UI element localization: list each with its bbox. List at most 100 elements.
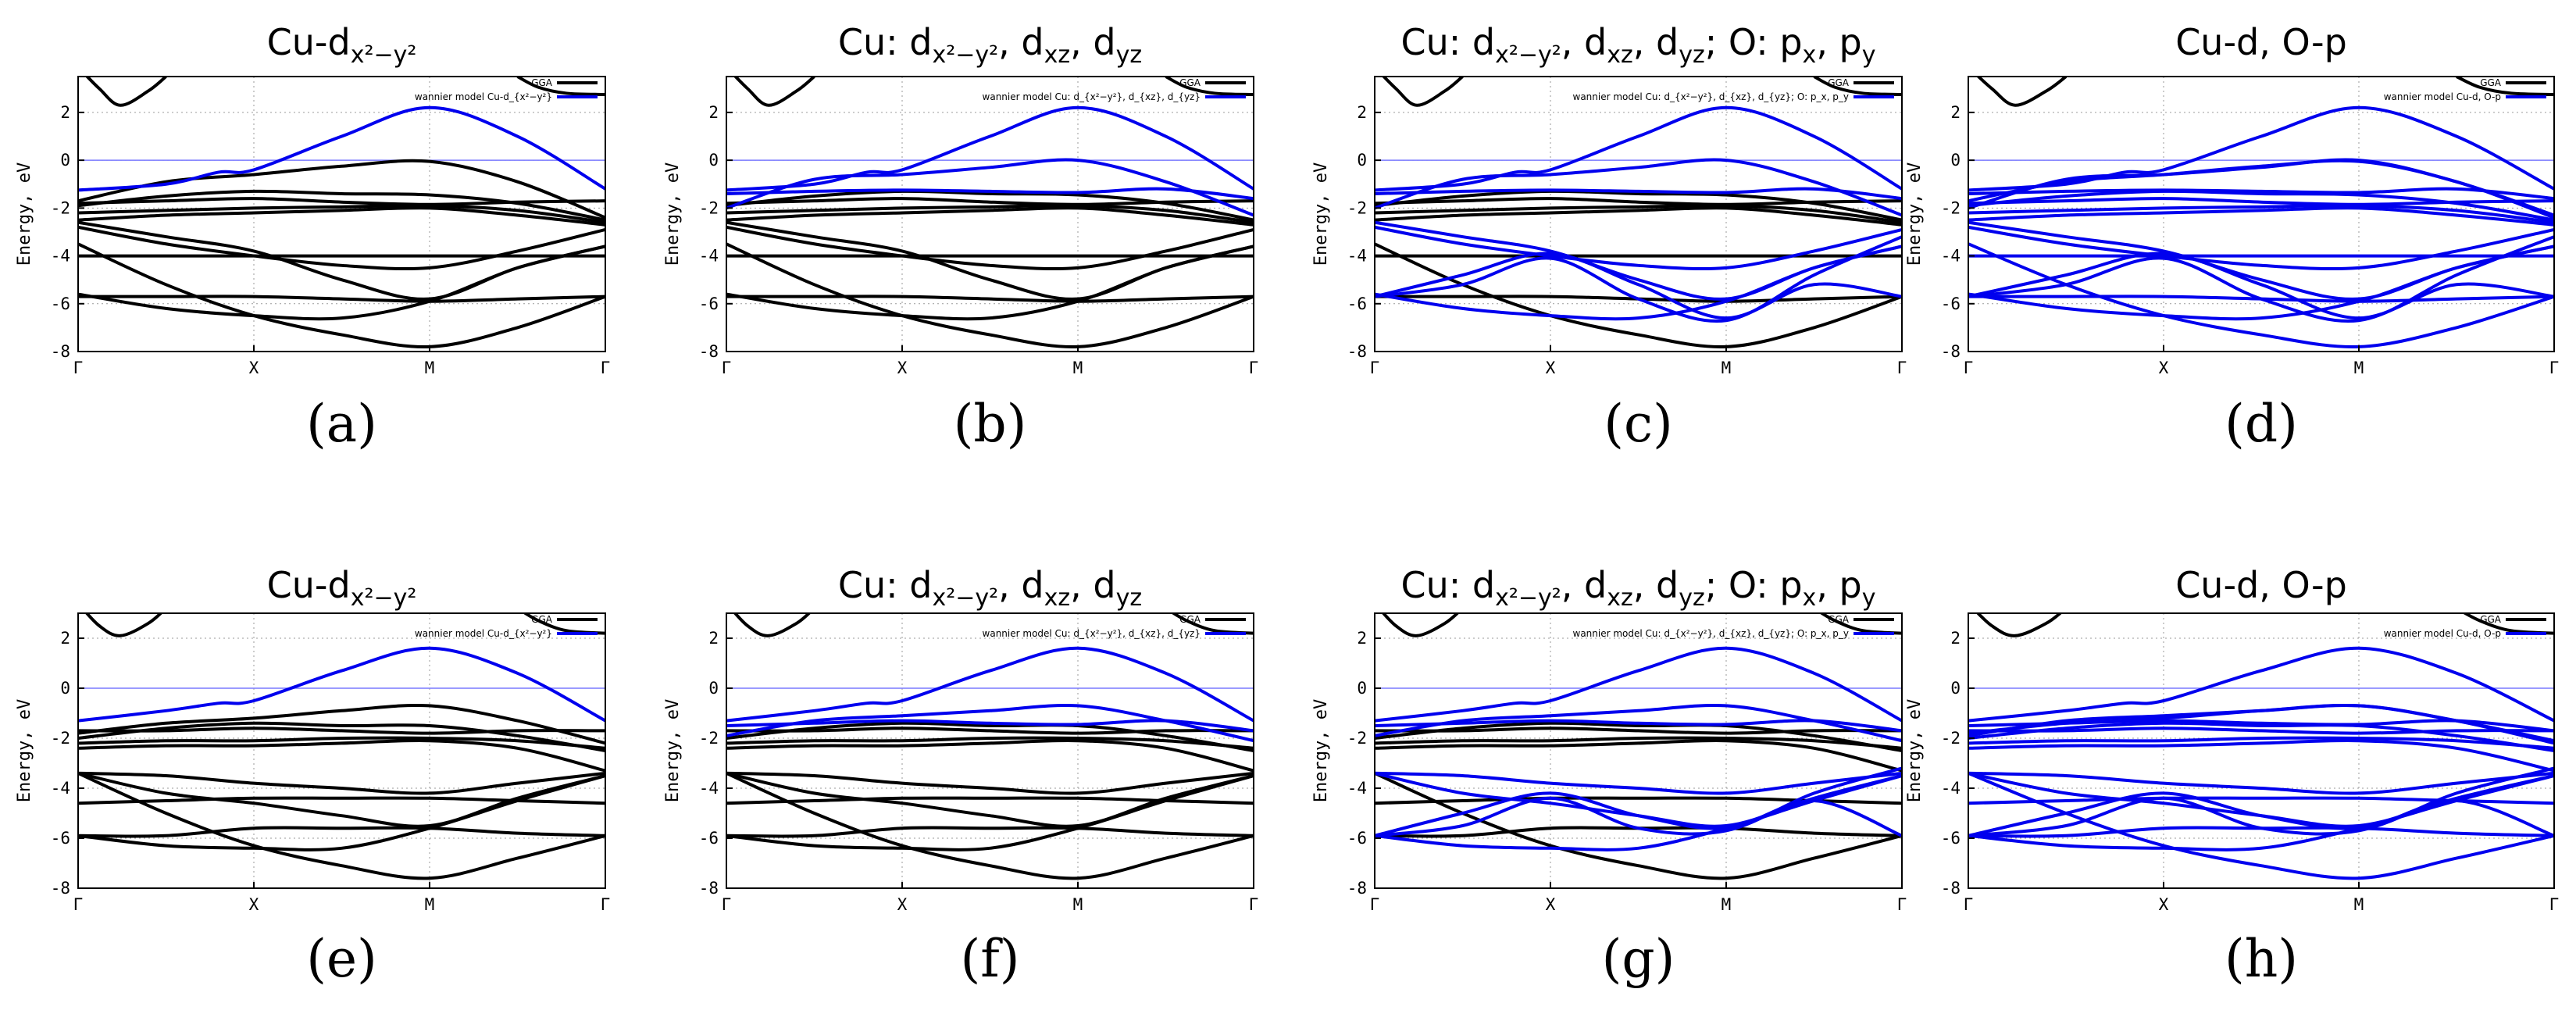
gga-band-line	[733, 77, 815, 107]
gga-band-line	[78, 189, 605, 222]
gga-band-line	[726, 826, 1254, 838]
gga-band-line	[726, 242, 1254, 349]
gga-band-line	[1375, 189, 1902, 222]
y-axis-label: Energy, eV	[1311, 699, 1331, 802]
y-tick-label: 0	[708, 679, 719, 698]
wannier-band-line	[1968, 736, 2554, 750]
panel-title: Cu-dx²−y²	[267, 21, 417, 69]
wannier-band-line	[1968, 738, 2554, 773]
y-tick-label: -2	[1941, 198, 1961, 217]
y-tick-label: -2	[699, 729, 719, 748]
gga-band-line	[78, 771, 605, 828]
x-tick-label: Γ	[722, 895, 732, 914]
x-tick-label: Γ	[2549, 895, 2560, 914]
legend-label-wannier: wannier model Cu: d_{x²−y²}, d_{xz}, d_{…	[983, 628, 1201, 639]
plot-frame	[1374, 76, 1903, 352]
wannier-band-line	[1375, 704, 1902, 743]
legend: GGA wannier model Cu-d, O-p	[2384, 614, 2546, 639]
x-tick-label: M	[2354, 359, 2364, 377]
gga-band-line	[1975, 613, 2063, 637]
y-axis-label: Energy, eV	[15, 162, 34, 266]
y-axis-label: Energy, eV	[15, 699, 34, 802]
legend-label-gga: GGA	[1179, 77, 1201, 88]
wannier-band-line	[1968, 206, 2554, 227]
gga-band-line	[1976, 77, 2068, 107]
y-axis-label: Energy, eV	[663, 162, 683, 266]
wannier-band-line	[1968, 791, 2554, 837]
y-tick-label: 0	[708, 151, 719, 170]
gga-band-line	[1165, 77, 1254, 96]
legend-label-gga: GGA	[2480, 614, 2502, 625]
legend-label-wannier: wannier model Cu-d_{x²−y²}	[415, 91, 552, 102]
gga-band-line	[1375, 206, 1902, 227]
y-tick-label: 2	[708, 629, 719, 648]
gga-band-line	[78, 206, 605, 227]
plot-frame	[726, 612, 1254, 889]
wannier-band-line	[1375, 771, 1902, 828]
y-tick-label: -6	[1941, 295, 1961, 313]
y-tick-label: -2	[1347, 729, 1367, 748]
legend-label-wannier: wannier model Cu: d_{x²−y²}, d_{xz}, d_{…	[983, 91, 1201, 102]
y-tick-label: 0	[1950, 679, 1961, 698]
wannier-band-line	[726, 105, 1254, 192]
gga-band-line	[726, 220, 1254, 301]
panel-h: -8 -6 -4 -2 0 2 Γ X M Γ Energy, eV Cu-d, O-p GGA wann…	[1905, 564, 2559, 989]
wannier-band-line	[726, 646, 1254, 723]
y-tick-label: -4	[699, 779, 719, 798]
y-tick-label: -8	[699, 879, 719, 898]
gga-band-line	[726, 771, 1254, 795]
gga-band-line	[516, 77, 605, 96]
panel-title: Cu: dx²−y², dxz, dyz; O: px, py	[1400, 564, 1875, 612]
gga-band-line	[1813, 77, 1902, 96]
panel-a: -8 -6 -4 -2 0 2 Γ X M Γ Energy, eV Cu-dx²−y² GGA wann…	[15, 21, 610, 454]
wannier-band-line	[1968, 703, 2554, 745]
y-tick-label: -4	[1941, 779, 1961, 798]
gga-band-line	[78, 771, 605, 880]
y-axis-label: Energy, eV	[663, 699, 683, 802]
panel-letter: (f)	[961, 929, 1020, 989]
x-tick-label: M	[2354, 895, 2364, 914]
x-tick-label: M	[1073, 359, 1083, 377]
y-axis-label: Energy, eV	[1905, 699, 1925, 802]
y-tick-label: -4	[51, 779, 70, 798]
gga-band-line	[1381, 613, 1460, 637]
legend: GGA wannier model Cu-d_{x²−y²}	[415, 77, 598, 102]
panel-title: Cu: dx²−y², dxz, dyz	[838, 564, 1142, 612]
legend-label-wannier: wannier model Cu: d_{x²−y²}, d_{xz}, d_{…	[1573, 91, 1849, 102]
gga-band-line	[78, 826, 605, 838]
panel-title: Cu-d, O-p	[2175, 21, 2347, 63]
x-tick-label: X	[1546, 895, 1556, 914]
gga-band-line	[726, 245, 1254, 321]
gga-band-line	[78, 245, 605, 321]
y-tick-label: -4	[51, 247, 70, 266]
wannier-band-line	[1375, 187, 1902, 201]
wannier-band-line	[1375, 774, 1902, 851]
wannier-band-line	[1968, 204, 2554, 224]
plot-frame	[1968, 612, 2555, 889]
y-tick-label: -6	[51, 829, 70, 848]
wannier-band-line	[1375, 252, 1902, 320]
gga-band-line	[726, 736, 1254, 750]
panel-letter: (d)	[2225, 394, 2298, 454]
y-tick-label: 0	[1950, 151, 1961, 170]
wannier-band-line	[1968, 646, 2554, 723]
y-tick-label: 0	[60, 151, 70, 170]
legend: GGA wannier model Cu: d_{x²−y²}, d_{xz}, …	[1573, 77, 1894, 102]
gga-band-line	[726, 739, 1254, 773]
gga-band-line	[726, 189, 1254, 222]
x-tick-label: M	[1721, 359, 1732, 377]
y-tick-label: -8	[51, 342, 70, 361]
plot-frame	[726, 76, 1254, 352]
wannier-band-line	[1968, 105, 2554, 192]
y-tick-label: -2	[1941, 729, 1961, 748]
gga-band-line	[78, 295, 605, 303]
panel-d: -8 -6 -4 -2 0 2 Γ X M Γ Energy, eV Cu-d, O-p GGA wann…	[1905, 21, 2559, 454]
panel-title: Cu-d, O-p	[2175, 564, 2347, 606]
x-tick-label: M	[1721, 895, 1732, 914]
wannier-band-line	[1968, 766, 2554, 837]
x-tick-label: Γ	[722, 359, 732, 377]
gga-band-line	[84, 613, 163, 637]
panel-title: Cu-dx²−y²	[267, 564, 417, 612]
wannier-band-line	[78, 105, 605, 192]
gga-band-line	[78, 774, 605, 851]
